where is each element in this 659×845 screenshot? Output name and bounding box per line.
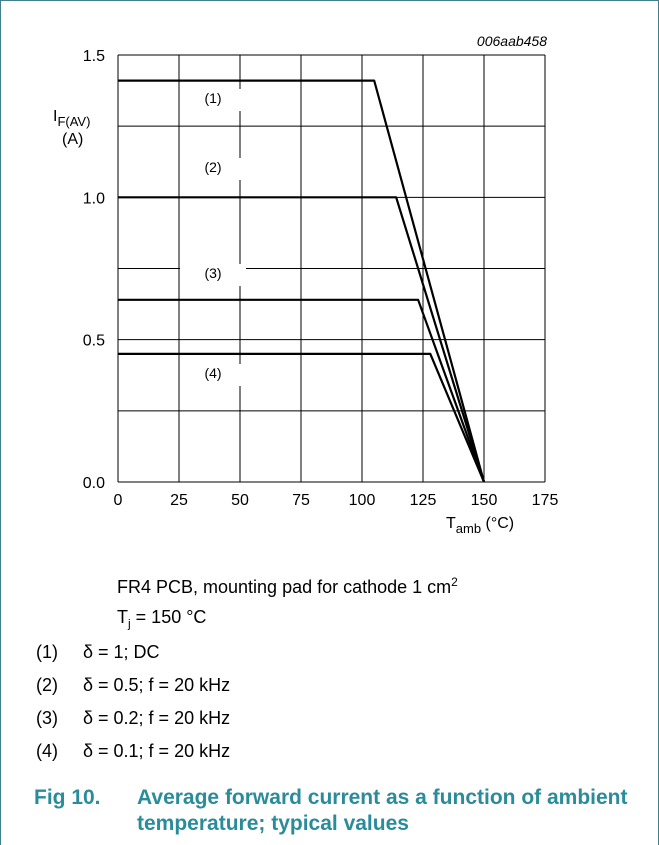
- figure-number: Fig 10.: [34, 786, 101, 809]
- curve-label-4: (4): [204, 365, 221, 381]
- frame-left-border: [0, 0, 1, 845]
- condition-junction-temp: Tj = 150 °C: [117, 606, 206, 635]
- legend-item-4-number: (4): [36, 741, 58, 761]
- curve-label-2: (2): [204, 159, 221, 175]
- legend-item-2-number: (2): [36, 675, 58, 695]
- series-line-1: [118, 79, 486, 483]
- x-axis-label: Tamb (°C): [446, 515, 514, 536]
- condition-tj-symbol: T: [117, 607, 128, 627]
- x-tick-label: 175: [532, 492, 559, 509]
- condition-tj-value: = 150 °C: [130, 607, 207, 627]
- x-tick-label: 75: [292, 492, 310, 509]
- condition-pcb-text: FR4 PCB, mounting pad for cathode 1 cm: [117, 577, 452, 597]
- y-tick-label: 1.0: [83, 190, 105, 207]
- condition-pcb-superscript: 2: [451, 575, 458, 589]
- curve-label-background: [180, 89, 246, 111]
- y-tick-label: 1.5: [83, 48, 105, 65]
- legend-item-4-text: δ = 0.1; f = 20 kHz: [83, 741, 231, 761]
- series-line-4: [118, 352, 486, 483]
- figure-id: 006aab458: [477, 33, 547, 49]
- y-tick-label: 0.5: [83, 333, 105, 350]
- x-tick-label: 125: [410, 492, 437, 509]
- curve-label-background: [180, 158, 246, 180]
- curve-label-background: [180, 364, 246, 386]
- legend-item-3-number: (3): [36, 708, 58, 728]
- legend-item-1-text: δ = 1; DC: [83, 642, 160, 662]
- figure-caption-text: Average forward current as a function of…: [137, 786, 628, 835]
- series-line-3: [118, 298, 486, 483]
- x-tick-label: 25: [170, 492, 188, 509]
- x-tick-label: 0: [114, 492, 123, 509]
- x-tick-label: 100: [349, 492, 376, 509]
- x-tick-label: 150: [471, 492, 498, 509]
- y-axis-unit: (A): [62, 131, 83, 148]
- curve-label-1: (1): [204, 90, 221, 106]
- series-line-2: [118, 196, 486, 483]
- forward-current-chart: 0 25 50 75 100 125 150 175 0.0 0.5 1.0 1.5 IF(AV) (A)…: [53, 33, 559, 536]
- legend-item-2-text: δ = 0.5; f = 20 kHz: [83, 675, 231, 695]
- condition-pcb: FR4 PCB, mounting pad for cathode 1 cm2: [117, 571, 458, 598]
- y-axis-label: IF(AV): [53, 108, 90, 129]
- frame-top-border: [0, 0, 659, 1]
- legend-item-3-text: δ = 0.2; f = 20 kHz: [83, 708, 231, 728]
- curve-label-background: [180, 264, 246, 286]
- y-tick-label: 0.0: [83, 475, 105, 492]
- x-tick-label: 50: [231, 492, 249, 509]
- legend-item-1-number: (1): [36, 642, 58, 662]
- condition-tj-subscript: j: [128, 616, 131, 631]
- curve-label-3: (3): [204, 265, 221, 281]
